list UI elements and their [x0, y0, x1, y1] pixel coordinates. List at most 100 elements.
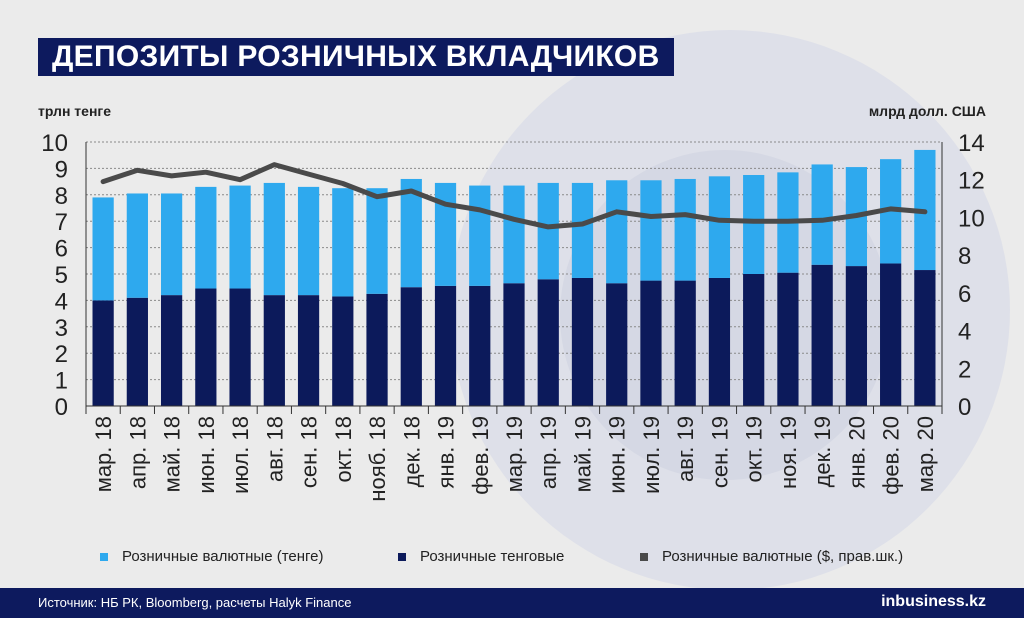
bar-tenge [777, 272, 799, 406]
bar-fx-tenge [160, 193, 183, 296]
x-tick-label: май. 18 [160, 416, 185, 492]
x-tick-label: нояб. 18 [365, 416, 390, 502]
x-tick-label: янв. 20 [844, 416, 869, 488]
bar-fx-tenge [811, 164, 833, 265]
x-tick-label: дек. 18 [399, 416, 424, 487]
left-axis-unit: трлн тенге [38, 103, 112, 119]
legend-label-tenge: Розничные тенговые [420, 548, 565, 565]
legend-swatch-tenge [398, 552, 406, 561]
legend-swatch-fx-tenge [100, 552, 108, 561]
x-tick-label: окт. 19 [742, 416, 767, 482]
y-right-tick-label: 2 [958, 356, 971, 383]
legend-swatch-fx-usd [640, 552, 648, 561]
bar-tenge [914, 270, 936, 406]
bar-fx-tenge [674, 178, 696, 281]
bar-tenge [845, 266, 868, 406]
x-tick-label: авг. 18 [262, 416, 287, 482]
y-left-tick-label: 7 [55, 209, 68, 236]
bar-fx-tenge [606, 180, 628, 284]
bar-tenge [195, 288, 217, 406]
x-tick-label: мар. 20 [913, 416, 938, 492]
y-right-tick-label: 4 [958, 319, 971, 346]
legend-item-fx-usd: Розничные валютные ($, прав.шк.) [640, 548, 903, 565]
site-logo[interactable]: inbusiness.kz [881, 593, 986, 610]
x-tick-label: фев. 19 [468, 416, 493, 495]
bar-tenge [126, 297, 148, 406]
bar-tenge [571, 277, 594, 406]
y-right-tick-label: 0 [958, 394, 971, 421]
bar-fx-tenge [332, 188, 354, 297]
bar-fx-tenge [297, 186, 320, 296]
y-right-tick-label: 8 [958, 243, 971, 270]
y-left-tick-label: 3 [55, 315, 68, 342]
x-tick-label: сен. 18 [297, 416, 322, 488]
y-right-tick-label: 14 [958, 130, 985, 157]
y-left-tick-label: 5 [55, 262, 68, 289]
bar-fx-tenge [503, 185, 525, 284]
bar-fx-tenge [195, 186, 217, 289]
bar-tenge [160, 295, 183, 406]
y-right-tick-label: 10 [958, 205, 985, 232]
y-left-tick-label: 9 [55, 156, 68, 183]
y-left-tick-label: 6 [55, 236, 68, 263]
y-right-tick-label: 6 [958, 281, 971, 308]
bar-fx-tenge [366, 188, 388, 294]
bar-fx-tenge [571, 182, 594, 278]
bar-tenge [503, 283, 525, 406]
legend-label-fx-usd: Розничные валютные ($, прав.шк.) [662, 548, 904, 565]
legend-item-fx-tenge: Розничные валютные (тенге) [100, 548, 324, 565]
bar-tenge [469, 285, 491, 406]
legend-label-fx-tenge: Розничные валютные (тенге) [122, 548, 324, 565]
bar-fx-tenge [434, 182, 457, 286]
bar-tenge [229, 288, 251, 406]
y-left-tick-label: 4 [55, 288, 68, 315]
x-tick-label: июн. 19 [605, 416, 630, 494]
bar-tenge [606, 283, 628, 406]
line-fx-usd [100, 162, 928, 230]
bar-tenge [674, 280, 696, 406]
bar-fx-tenge [743, 175, 765, 274]
bar-fx-tenge [640, 180, 662, 281]
bar-tenge [640, 280, 662, 406]
bar-tenge [743, 274, 765, 406]
page-title: ДЕПОЗИТЫ РОЗНИЧНЫХ ВКЛАДЧИКОВ [38, 38, 674, 76]
x-tick-label: сен. 19 [707, 416, 732, 488]
bar-tenge [297, 295, 320, 406]
x-tick-label: мар. 18 [91, 416, 116, 492]
bar-tenge [92, 300, 114, 406]
x-tick-label: июн. 18 [194, 416, 219, 494]
x-tick-label: ноя. 19 [776, 416, 801, 489]
x-tick-label: июл. 19 [639, 416, 664, 494]
x-tick-label: фев. 20 [879, 416, 904, 495]
x-tick-label: апр. 19 [536, 416, 561, 489]
x-tick-label: авг. 19 [673, 416, 698, 482]
bar-tenge [434, 285, 457, 406]
bar-fx-tenge [469, 185, 491, 286]
x-tick-label: май. 19 [570, 416, 595, 492]
bar-fx-tenge [708, 176, 731, 278]
bar-fx-tenge [92, 197, 114, 301]
x-tick-label: янв. 19 [434, 416, 459, 488]
y-left-tick-label: 0 [55, 394, 68, 421]
x-tick-label: окт. 18 [331, 416, 356, 482]
footer-bar: Источник: НБ РК, Bloomberg, расчеты Haly… [0, 588, 1024, 618]
bar-tenge [537, 279, 559, 406]
bar-fx-tenge [537, 182, 559, 280]
bar-tenge [366, 293, 388, 406]
bar-tenge [400, 287, 422, 406]
y-left-tick-label: 2 [55, 341, 68, 368]
y-left-tick-label: 10 [41, 130, 68, 157]
right-axis-unit: млрд долл. США [868, 103, 986, 119]
x-tick-label: дек. 19 [810, 416, 835, 487]
bar-fx-tenge [263, 182, 285, 296]
bar-fx-tenge [400, 178, 422, 288]
y-right-tick-label: 12 [958, 168, 985, 195]
y-left-tick-label: 1 [55, 368, 68, 395]
y-left-tick-label: 8 [55, 183, 68, 210]
bar-fx-tenge [229, 185, 251, 289]
bar-tenge [811, 264, 833, 406]
legend-item-tenge: Розничные тенговые [398, 548, 564, 565]
bar-tenge [708, 277, 731, 406]
bar-tenge [880, 263, 902, 406]
